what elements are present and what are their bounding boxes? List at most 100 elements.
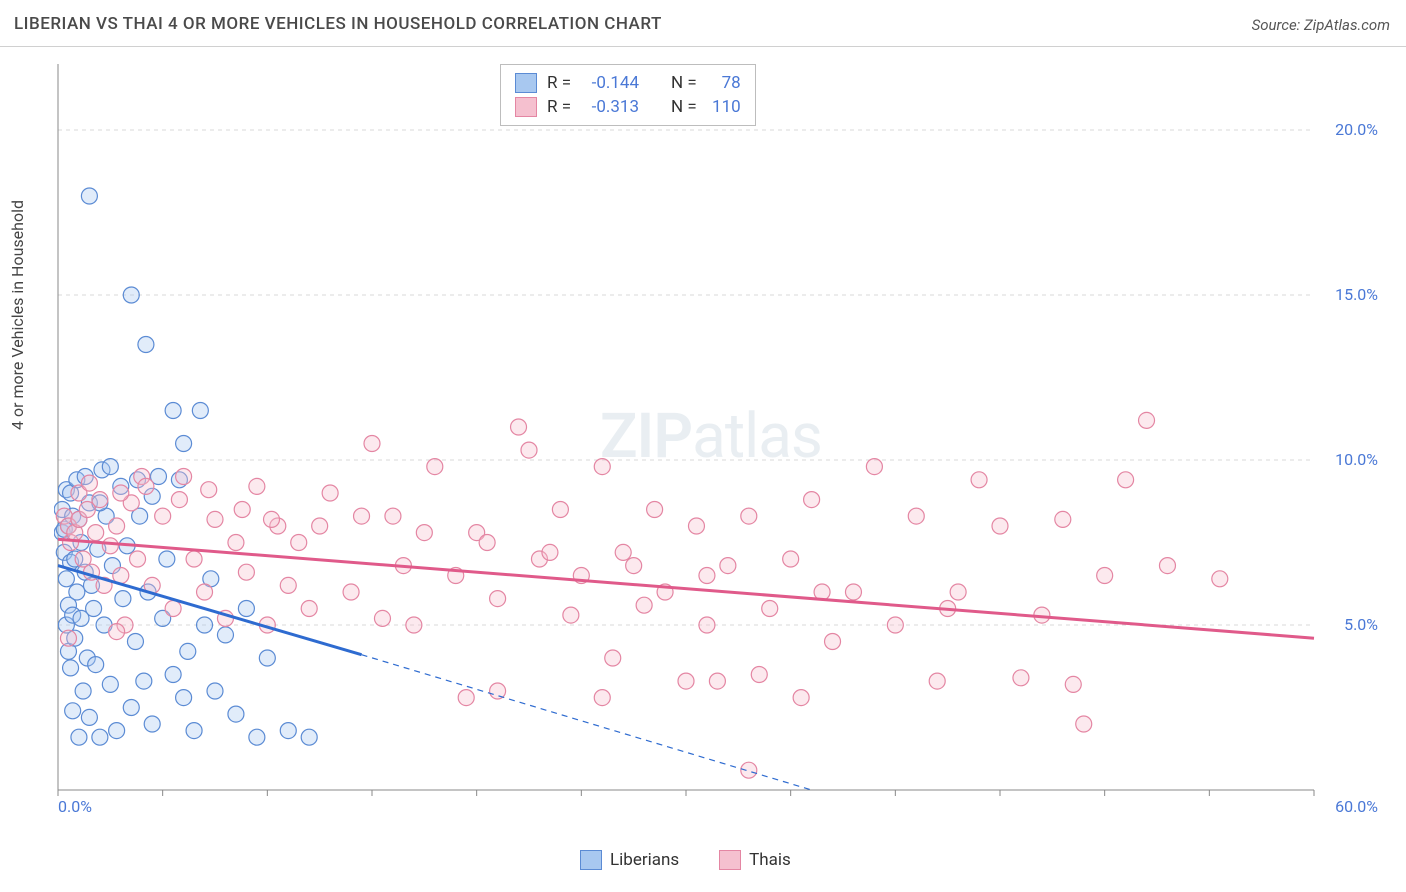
series-legend: Liberians Thais [580,850,791,870]
data-point [102,459,118,475]
data-point [688,518,704,534]
data-point [427,459,443,475]
data-point [159,551,175,567]
data-point [762,601,778,617]
legend-label: Liberians [610,850,679,870]
data-point [186,551,202,567]
data-point [1065,676,1081,692]
correlation-legend: R =-0.144N =78R =-0.313N =110 [500,64,756,126]
data-point [228,535,244,551]
data-point [176,436,192,452]
data-point [908,508,924,524]
data-point [364,436,380,452]
data-point [123,287,139,303]
scatter-plot: 5.0%10.0%15.0%20.0%0.0%60.0% [54,60,1384,820]
data-point [312,518,328,534]
data-point [192,403,208,419]
data-point [804,492,820,508]
data-point [238,564,254,580]
data-point [81,709,97,725]
data-point [343,584,359,600]
legend-stat-row: R =-0.313N =110 [515,95,741,119]
data-point [123,700,139,716]
data-point [109,518,125,534]
data-point [741,762,757,778]
data-point [60,630,76,646]
data-point [81,188,97,204]
data-point [385,508,401,524]
data-point [563,607,579,623]
data-point [783,551,799,567]
x-tick-label: 0.0% [58,797,92,816]
y-tick-label: 10.0% [1335,450,1378,469]
data-point [69,584,85,600]
data-point [699,568,715,584]
data-point [751,667,767,683]
data-point [75,683,91,699]
data-point [1076,716,1092,732]
data-point [552,502,568,518]
data-point [301,601,317,617]
data-point [406,617,422,633]
data-point [594,690,610,706]
data-point [165,667,181,683]
data-point [992,518,1008,534]
y-tick-label: 5.0% [1344,615,1378,634]
data-point [92,729,108,745]
data-point [542,544,558,560]
data-point [490,591,506,607]
data-point [217,627,233,643]
data-point [929,673,945,689]
data-point [354,508,370,524]
data-point [228,706,244,722]
data-point [264,511,280,527]
legend-stat-row: R =-0.144N =78 [515,71,741,95]
data-point [155,508,171,524]
data-point [594,459,610,475]
r-label: R = [547,73,571,93]
data-point [136,673,152,689]
data-point [322,485,338,501]
legend-swatch [515,73,537,93]
data-point [490,683,506,699]
data-point [127,634,143,650]
data-point [259,650,275,666]
data-point [971,472,987,488]
data-point [301,729,317,745]
data-point [511,419,527,435]
legend-label: Thais [749,850,791,870]
data-point [374,610,390,626]
data-point [109,624,125,640]
data-point [180,643,196,659]
data-point [845,584,861,600]
data-point [291,535,307,551]
data-point [709,673,725,689]
data-point [176,469,192,485]
data-point [1159,558,1175,574]
data-point [86,601,102,617]
data-point [793,690,809,706]
data-point [1139,412,1155,428]
data-point [1212,571,1228,587]
data-point [115,591,131,607]
data-point [81,475,97,491]
data-point [699,617,715,633]
legend-swatch [719,850,741,870]
data-point [887,617,903,633]
chart-title: LIBERIAN VS THAI 4 OR MORE VEHICLES IN H… [14,14,662,34]
data-point [647,502,663,518]
legend-item: Liberians [580,850,679,870]
data-point [238,601,254,617]
data-point [1097,568,1113,584]
r-value: -0.144 [581,73,639,93]
n-value: 110 [707,97,741,117]
trend-line [58,539,1314,638]
data-point [626,558,642,574]
data-point [176,690,192,706]
data-point [1118,472,1134,488]
data-point [234,502,250,518]
data-point [186,723,202,739]
data-point [63,660,79,676]
r-value: -0.313 [581,97,639,117]
data-point [479,535,495,551]
